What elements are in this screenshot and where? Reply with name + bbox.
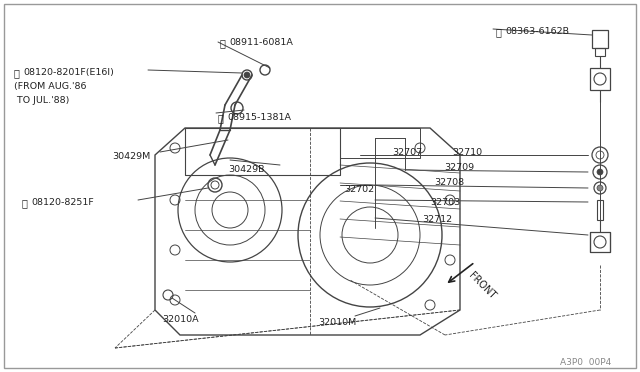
Bar (595, 48, 605, 56)
Text: 32710: 32710 (452, 148, 482, 157)
Bar (597, 200, 603, 220)
Bar (592, 30, 608, 48)
Circle shape (597, 185, 603, 191)
Circle shape (244, 72, 250, 78)
Text: A3P0  00P4: A3P0 00P4 (560, 358, 611, 367)
Text: 32010A: 32010A (162, 315, 198, 324)
Text: (FROM AUG.'86: (FROM AUG.'86 (14, 82, 86, 91)
Text: 08363-6162B: 08363-6162B (505, 27, 569, 36)
Text: Ⓑ: Ⓑ (14, 68, 20, 78)
Text: 32010M: 32010M (318, 318, 356, 327)
Text: 30429M: 30429M (112, 152, 150, 161)
Text: 32702: 32702 (344, 185, 374, 194)
Text: 30429B: 30429B (228, 165, 264, 174)
Text: 08120-8201F(E16I): 08120-8201F(E16I) (23, 68, 114, 77)
Text: 08915-1381A: 08915-1381A (227, 113, 291, 122)
Text: 08120-8251F: 08120-8251F (31, 198, 93, 207)
Text: 32708: 32708 (434, 178, 464, 187)
Text: Ⓥ: Ⓥ (218, 113, 224, 123)
Text: 08911-6081A: 08911-6081A (229, 38, 293, 47)
Text: 32707: 32707 (392, 148, 422, 157)
Bar (590, 68, 610, 90)
Text: TO JUL.'88): TO JUL.'88) (14, 96, 69, 105)
Text: Ⓢ: Ⓢ (496, 27, 502, 37)
Bar (590, 232, 610, 252)
Text: 32709: 32709 (444, 163, 474, 172)
Text: FRONT: FRONT (467, 270, 498, 301)
Text: 32712: 32712 (422, 215, 452, 224)
Circle shape (597, 169, 603, 175)
Text: Ⓑ: Ⓑ (22, 198, 28, 208)
Text: 32703: 32703 (430, 198, 460, 207)
Text: Ⓝ: Ⓝ (220, 38, 226, 48)
